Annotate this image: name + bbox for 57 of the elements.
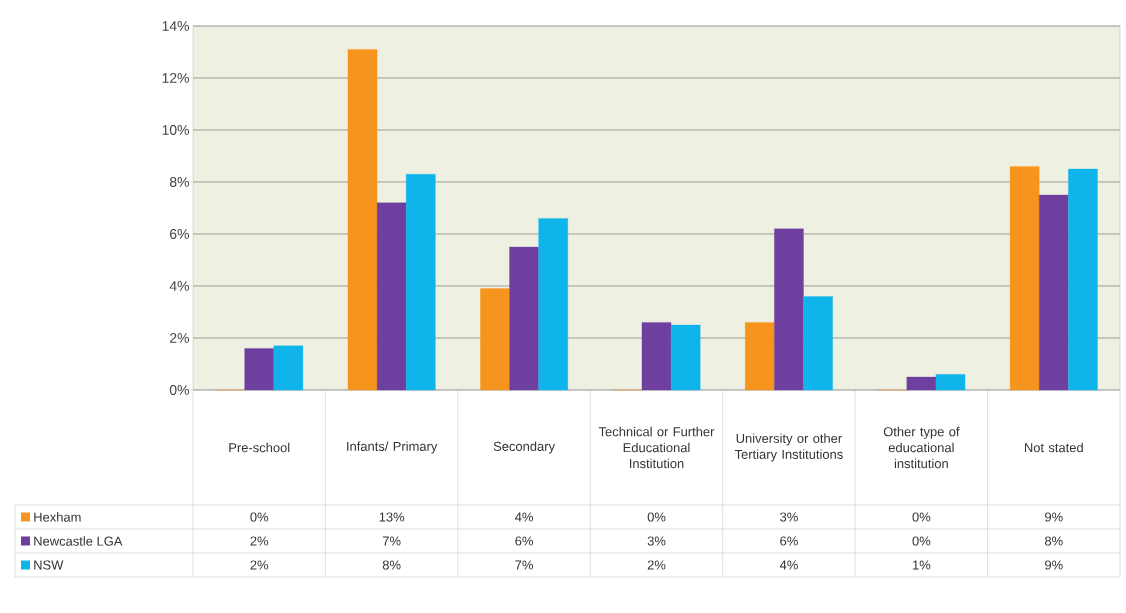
x-tick-label: Not stated [1024,442,1083,453]
bar [244,348,274,391]
data-label: 0% [250,512,269,522]
bar [406,174,436,391]
bar [774,228,804,391]
data-label: 0% [912,536,931,546]
data-label: 4% [779,560,798,570]
data-label: 6% [515,536,533,546]
data-label: 0% [912,512,931,522]
data-label: 3% [780,512,798,522]
data-label: 13% [379,512,405,522]
data-label: 7% [382,536,401,546]
x-tick-label: Infants/ Primary [347,441,438,454]
x-tick-label: Pre-school [229,442,290,453]
bar [273,345,304,391]
data-label: 4% [515,512,533,522]
legend-label: NSW [34,560,64,570]
data-label: 6% [780,536,798,546]
bar [1068,168,1098,391]
x-tick-label: Secondary [493,441,555,454]
data-label: 9% [1045,512,1063,522]
x-tick-label: Technical or Further Educational Institution [598,426,715,469]
bar [480,288,510,391]
y-tick-label: 4% [169,281,189,291]
y-tick-label: 2% [170,333,189,343]
y-tick-label: 14% [162,21,189,31]
legend-label: Newcastle LGA [34,536,123,546]
bar [509,246,539,391]
y-tick-label: 10% [162,125,189,135]
legend-label: Hexham [34,512,81,522]
bar [376,202,407,391]
data-label: 0% [647,512,666,522]
y-tick-label: 0% [169,385,189,395]
bar [538,218,568,391]
bar [1009,166,1040,391]
y-tick-label: 8% [169,177,189,187]
data-label: 8% [1045,536,1063,546]
data-label: 2% [250,560,269,570]
x-tick-label: University or other Tertiary Institutions [734,433,843,462]
bar [670,324,701,391]
data-label: 7% [515,560,533,570]
data-label: 2% [250,536,269,546]
bar [347,49,378,391]
bar [935,374,966,391]
data-label: 3% [647,536,666,546]
bar [745,322,775,391]
data-label: 2% [647,560,666,570]
y-tick-label: 12% [162,73,189,83]
bar [641,322,672,391]
bar [906,376,937,391]
bar [1039,194,1069,391]
data-label: 1% [912,560,931,570]
bar [803,296,833,391]
y-tick-label: 6% [170,229,189,239]
data-label: 8% [382,560,401,570]
x-tick-label: Other type of educational institution [883,426,960,469]
data-label: 9% [1045,560,1063,570]
